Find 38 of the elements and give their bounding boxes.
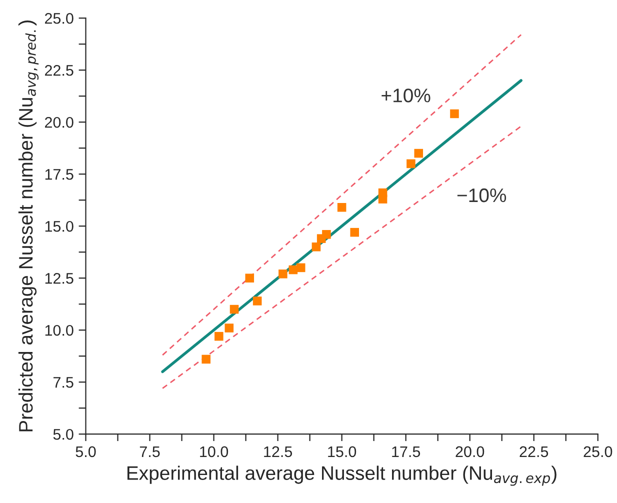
y-tick-label: 22.5 xyxy=(44,64,74,76)
x-tick-label: 20.0 xyxy=(456,446,484,458)
y-tick-label: 25.0 xyxy=(44,12,74,24)
x-tick-label: 12.5 xyxy=(264,446,292,458)
x-tick-label: 22.5 xyxy=(520,446,548,458)
point xyxy=(406,159,416,168)
y-tick-label: 15.0 xyxy=(45,220,74,232)
x-axis-title: Experimental average Nusselt number (Nu$_{avg.exp}$) xyxy=(127,466,556,486)
point xyxy=(450,109,459,118)
point xyxy=(312,242,321,252)
point xyxy=(322,230,331,239)
annotation: −10% xyxy=(457,188,506,202)
y-tick-label: 20.0 xyxy=(44,116,74,128)
point xyxy=(230,304,239,314)
x-tick-label: 5.0 xyxy=(76,446,96,458)
point xyxy=(214,332,224,341)
point xyxy=(245,274,254,282)
y-tick-label: 7.5 xyxy=(54,377,74,388)
annotation: +10% xyxy=(382,88,430,102)
y-axis-title: Predicted average Nusselt number (Nu$_{avg,pred.}$) xyxy=(18,20,39,432)
x-tick-label: 15.0 xyxy=(328,446,356,458)
x-tick-label: 25.0 xyxy=(584,446,612,458)
x-tick-label: 7.5 xyxy=(140,446,160,458)
point xyxy=(337,202,346,212)
point xyxy=(278,270,288,278)
point xyxy=(202,354,210,364)
point xyxy=(414,148,424,158)
x-tick-label: 10.0 xyxy=(200,446,228,458)
point xyxy=(224,324,234,332)
y-tick-label: 10.0 xyxy=(45,324,74,336)
point xyxy=(378,194,388,204)
point xyxy=(350,228,360,237)
point xyxy=(296,263,306,272)
x-tick-label: 17.5 xyxy=(392,446,420,458)
y-tick-label: 5.0 xyxy=(53,428,74,440)
point xyxy=(252,296,262,306)
y-tick-label: 17.5 xyxy=(45,169,74,180)
y-tick-label: 12.5 xyxy=(45,272,74,284)
